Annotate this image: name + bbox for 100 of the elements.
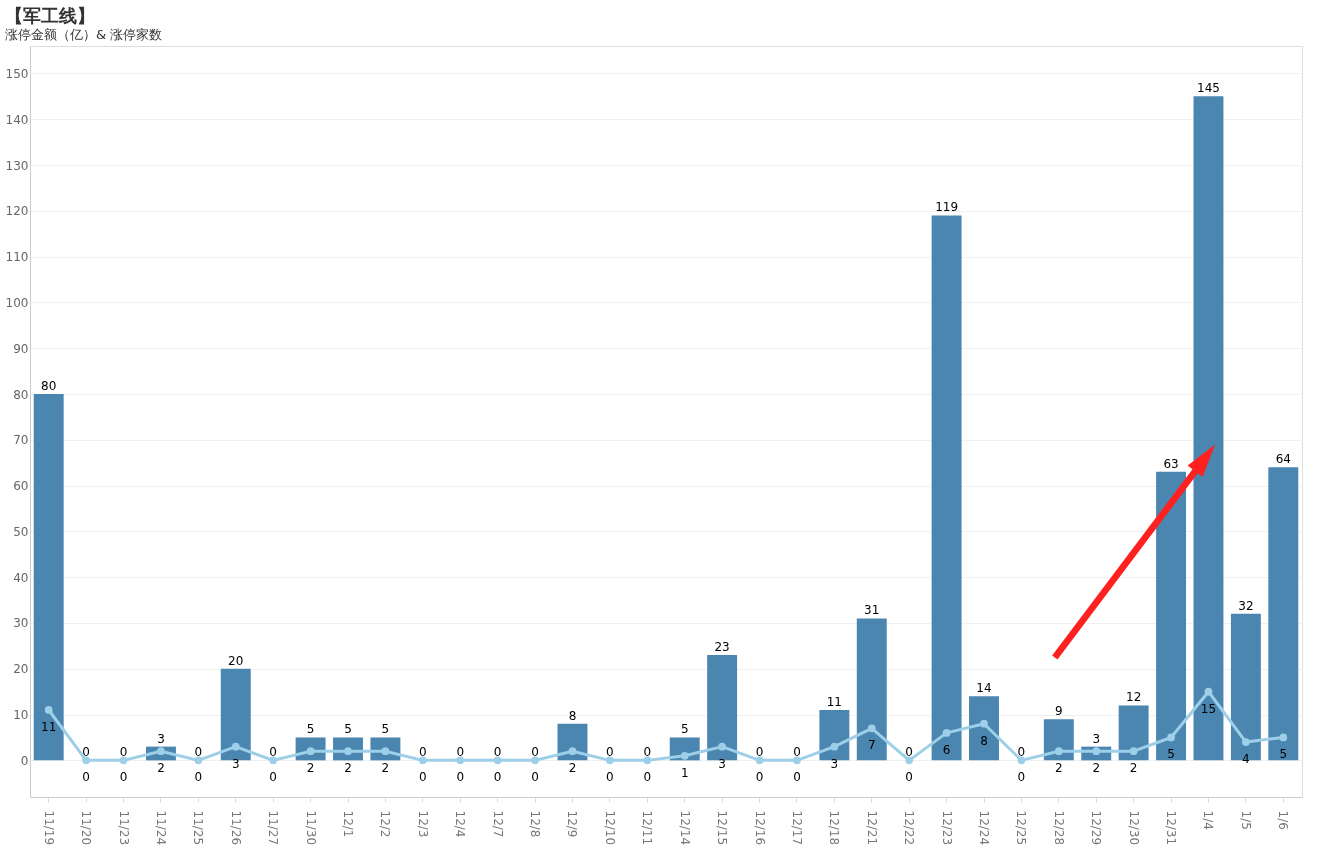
data-label: 3 — [231, 756, 240, 771]
point — [680, 751, 689, 760]
y-tick-label: 10 — [13, 708, 29, 723]
point — [44, 706, 53, 714]
x-tick-label: 12/8 — [528, 810, 543, 838]
data-label: 2 — [381, 761, 390, 776]
point — [231, 742, 240, 751]
y-tick-label: 110 — [5, 250, 29, 265]
y-tick-label: 60 — [13, 479, 29, 494]
data-label: 0 — [606, 770, 614, 785]
x-tick-label: 12/21 — [864, 810, 879, 846]
y-tick-label: 70 — [13, 433, 29, 448]
x-tick-label: 11/30 — [303, 810, 318, 846]
x-tick-label: 12/14 — [677, 810, 692, 846]
data-label: 8 — [980, 733, 988, 748]
data-label: 0 — [419, 770, 427, 785]
bar — [969, 696, 999, 761]
data-label: 3 — [1092, 731, 1101, 746]
data-label: 0 — [531, 770, 539, 785]
x-tick-label: 12/2 — [378, 810, 393, 838]
x-tick-label: 12/22 — [902, 810, 917, 846]
point — [867, 724, 876, 733]
x-tick-label: 11/26 — [228, 810, 243, 846]
y-tick-label: 120 — [5, 204, 29, 219]
y-tick-label: 80 — [13, 387, 29, 402]
x-tick-label: 12/1 — [341, 810, 355, 838]
data-label: 3 — [830, 756, 839, 771]
y-tick-label: 30 — [13, 616, 29, 631]
x-tick-label: 11/24 — [153, 810, 168, 846]
point — [82, 756, 90, 765]
data-label: 0 — [456, 770, 465, 785]
data-label: 0 — [793, 745, 801, 760]
data-label: 1 — [680, 765, 689, 780]
data-label: 2 — [344, 761, 352, 776]
x-tick-label: 11/23 — [116, 810, 131, 846]
bar — [220, 668, 251, 761]
x-tick-label: 11/19 — [41, 810, 56, 846]
data-label: 5 — [306, 722, 315, 737]
point — [1167, 733, 1175, 742]
data-label: 5 — [680, 722, 689, 737]
data-label: 0 — [493, 745, 502, 760]
data-label: 12 — [1126, 690, 1142, 705]
data-label: 2 — [1055, 761, 1063, 776]
data-label: 0 — [755, 745, 764, 760]
data-label: 0 — [456, 745, 465, 760]
point — [119, 756, 128, 765]
x-tick-label: 1/6 — [1276, 810, 1291, 830]
data-label: 64 — [1275, 452, 1291, 467]
data-label: 0 — [119, 770, 128, 785]
x-tick-label: 11/27 — [266, 810, 281, 846]
x-tick-label: 12/11 — [640, 810, 655, 846]
data-label: 2 — [568, 761, 577, 776]
data-label: 3 — [718, 756, 726, 771]
data-label: 9 — [1055, 704, 1063, 719]
data-label: 63 — [1163, 456, 1179, 471]
point — [1279, 733, 1288, 742]
data-label: 15 — [1200, 701, 1217, 716]
data-label: 119 — [935, 200, 959, 215]
data-label: 5 — [381, 722, 390, 737]
data-label: 8 — [568, 708, 577, 723]
point — [1204, 687, 1213, 696]
data-label: 2 — [157, 761, 165, 776]
x-tick-label: 12/9 — [565, 810, 580, 838]
data-label: 0 — [419, 745, 427, 760]
point — [793, 756, 801, 765]
data-label: 11 — [826, 694, 842, 709]
point — [643, 756, 652, 765]
x-tick-label: 12/30 — [1126, 810, 1141, 846]
point — [1017, 756, 1026, 765]
data-label: 0 — [1017, 770, 1026, 785]
y-tick-label: 100 — [5, 295, 29, 310]
point — [755, 756, 764, 765]
point — [418, 756, 427, 765]
data-label: 0 — [493, 770, 502, 785]
data-label: 6 — [942, 742, 951, 757]
x-tick-label: 12/18 — [827, 810, 842, 846]
x-tick-label: 12/3 — [415, 810, 430, 838]
y-tick-label: 90 — [13, 341, 29, 356]
data-label: 2 — [306, 761, 315, 776]
data-label: 0 — [1017, 745, 1026, 760]
data-label: 0 — [194, 745, 203, 760]
bar — [1268, 467, 1299, 761]
x-tick-label: 12/7 — [490, 810, 505, 838]
bar — [1193, 96, 1224, 761]
data-label: 0 — [606, 745, 614, 760]
data-label: 0 — [793, 770, 801, 785]
data-label: 0 — [905, 770, 913, 785]
x-tick-label: 11/25 — [191, 810, 206, 846]
data-label: 5 — [344, 722, 352, 737]
point — [1129, 747, 1138, 756]
bar — [931, 215, 962, 761]
chart-subtitle: 涨停金额（亿）& 涨停家数 — [5, 27, 163, 42]
x-tick-label: 12/25 — [1014, 810, 1029, 846]
data-label: 0 — [82, 770, 90, 785]
data-label: 23 — [714, 640, 730, 655]
y-tick-label: 0 — [20, 753, 29, 768]
bar — [856, 618, 887, 761]
data-label: 0 — [531, 745, 539, 760]
point — [1054, 747, 1063, 756]
x-tick-label: 12/15 — [715, 810, 730, 846]
